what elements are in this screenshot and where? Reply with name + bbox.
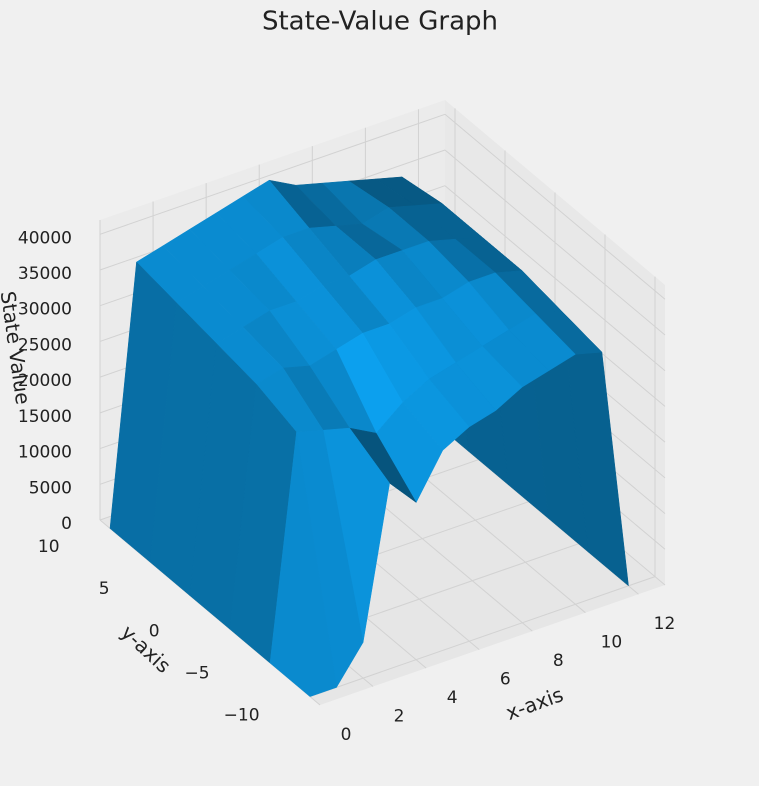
x-tick-label: 6 xyxy=(500,669,511,689)
x-tick-label: 8 xyxy=(553,651,564,671)
z-tick-label: 40000 xyxy=(18,228,72,248)
z-tick-label: 15000 xyxy=(18,407,72,427)
x-tick-label: 10 xyxy=(601,633,623,653)
y-tick-label: 0 xyxy=(149,621,160,641)
chart-title: State-Value Graph xyxy=(262,7,498,37)
grid-line xyxy=(444,185,666,372)
x-tick-label: 0 xyxy=(341,725,352,745)
y-tick-label: 10 xyxy=(38,537,60,557)
surface xyxy=(109,176,629,697)
z-tick-label: 30000 xyxy=(18,300,72,320)
labels: 024681012−10−505100500010000150002000025… xyxy=(18,228,675,745)
grid-line xyxy=(444,149,666,336)
z-tick-label: 35000 xyxy=(18,264,72,284)
z-tick-label: 25000 xyxy=(18,335,72,355)
y-tick-label: −5 xyxy=(184,663,209,683)
surface-face xyxy=(269,432,337,697)
y-tick-label: −10 xyxy=(224,705,260,725)
grid-line xyxy=(444,113,666,300)
y-tick-label: 5 xyxy=(99,579,110,599)
z-tick-label: 20000 xyxy=(18,371,72,391)
z-tick-label: 5000 xyxy=(29,478,72,498)
grid-line xyxy=(99,113,446,235)
x-tick-label: 4 xyxy=(447,688,458,708)
grid-line xyxy=(309,576,656,698)
z-tick-label: 10000 xyxy=(18,443,72,463)
z-tick-label: 0 xyxy=(61,514,72,534)
x-tick-label: 2 xyxy=(394,706,405,726)
x-tick-label: 12 xyxy=(654,614,676,634)
